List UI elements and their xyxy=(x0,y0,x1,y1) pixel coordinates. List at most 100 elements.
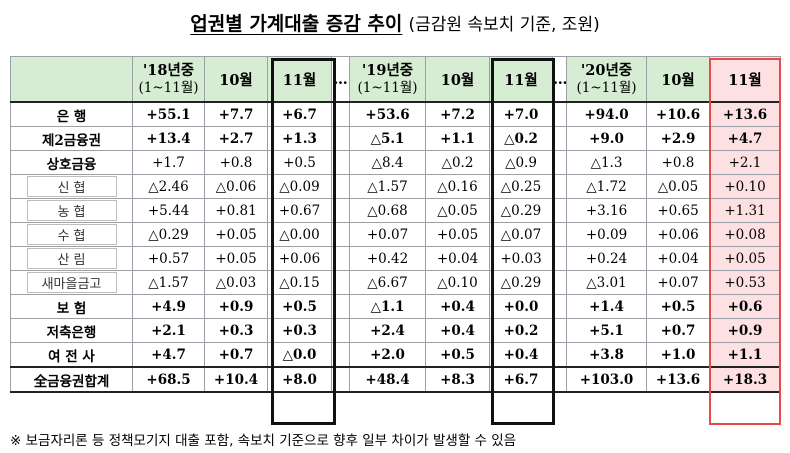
value-cell: +0.3 xyxy=(267,318,332,343)
value-cell: △0.29 xyxy=(132,222,205,247)
gap-cell xyxy=(331,270,350,295)
header-2020-year: '20년중 xyxy=(580,61,633,79)
value-cell: +48.4 xyxy=(349,366,426,393)
gap-cell xyxy=(331,246,350,271)
header-2019-oct: 10월 xyxy=(425,56,490,103)
value-cell: +0.07 xyxy=(646,270,710,295)
gap-cell xyxy=(552,246,567,271)
value-cell: +0.5 xyxy=(425,342,490,368)
header-gap-2: … xyxy=(552,56,567,103)
value-cell: +0.06 xyxy=(646,222,710,247)
value-cell: △0.05 xyxy=(425,198,490,223)
gap-cell xyxy=(331,294,350,319)
gap-cell xyxy=(552,101,567,127)
footnote: ※ 보금자리론 등 정책모기지 대출 포함, 속보치 기준으로 향후 일부 차이… xyxy=(10,433,517,449)
row-label: 농 협 xyxy=(10,198,133,223)
row-label: 상호금융 xyxy=(10,150,133,175)
value-cell: △0.16 xyxy=(425,174,490,199)
value-cell: +0.06 xyxy=(267,246,332,271)
header-2018-ytd: '18년중 (1~11월) xyxy=(132,56,205,103)
value-cell: △1.1 xyxy=(349,294,426,319)
value-cell: +4.7 xyxy=(132,342,205,368)
table-row: 농 협 +5.44 +0.81 +0.67 △0.68 △0.05 △0.29 +3.16 +0… xyxy=(10,198,781,223)
value-cell: +4.9 xyxy=(132,294,205,319)
value-cell: +3.8 xyxy=(566,342,647,368)
header-2018-year: '18년중 xyxy=(142,61,195,79)
value-cell: △0.2 xyxy=(489,126,553,151)
value-cell: +0.0 xyxy=(489,294,553,319)
value-cell: +13.6 xyxy=(709,101,781,127)
value-cell: +2.4 xyxy=(349,318,426,343)
value-cell: +2.9 xyxy=(646,126,710,151)
row-label: 신 협 xyxy=(10,174,133,199)
value-cell: △1.57 xyxy=(132,270,205,295)
table-row: 全금융권합계 +68.5 +10.4 +8.0 +48.4 +8.3 +6.7 +103.0 +… xyxy=(10,366,781,393)
gap-cell xyxy=(331,222,350,247)
value-cell: △8.4 xyxy=(349,150,426,175)
row-label: 여 전 사 xyxy=(10,342,133,368)
header-gap-1: … xyxy=(331,56,350,103)
value-cell: △1.72 xyxy=(566,174,647,199)
page-title: 업권별 가계대출 증감 추이 (금감원 속보치 기준, 조원) xyxy=(0,9,790,36)
table-row: 수 협 △0.29 +0.05 △0.00 +0.07 +0.05 △0.07 +0.09 +0… xyxy=(10,222,781,247)
value-cell: +0.7 xyxy=(646,318,710,343)
value-cell: +1.1 xyxy=(709,342,781,368)
value-cell: +0.57 xyxy=(132,246,205,271)
value-cell: +0.8 xyxy=(646,150,710,175)
value-cell: +0.5 xyxy=(267,294,332,319)
header-corner xyxy=(10,56,133,103)
header-2020-oct: 10월 xyxy=(646,56,710,103)
gap-cell xyxy=(331,198,350,223)
value-cell: △0.25 xyxy=(489,174,553,199)
value-cell: +8.3 xyxy=(425,366,490,393)
value-cell: +53.6 xyxy=(349,101,426,127)
table-row: 새마을금고 △1.57 △0.03 △0.15 △6.67 △0.10 △0.29 △3.01… xyxy=(10,270,781,295)
header-2018-oct: 10월 xyxy=(204,56,268,103)
value-cell: +7.2 xyxy=(425,101,490,127)
value-cell: △0.29 xyxy=(489,198,553,223)
value-cell: △0.05 xyxy=(646,174,710,199)
value-cell: +0.2 xyxy=(489,318,553,343)
value-cell: △0.0 xyxy=(267,342,332,368)
row-label-text: 산 림 xyxy=(26,248,117,269)
gap-cell xyxy=(552,198,567,223)
value-cell: +1.1 xyxy=(425,126,490,151)
title-main: 업권별 가계대출 증감 추이 xyxy=(190,13,403,35)
gap-cell xyxy=(552,126,567,151)
gap-cell xyxy=(331,174,350,199)
value-cell: △6.67 xyxy=(349,270,426,295)
value-cell: +0.9 xyxy=(709,318,781,343)
value-cell: +0.42 xyxy=(349,246,426,271)
value-cell: +13.4 xyxy=(132,126,205,151)
header-2018-range: (1~11월) xyxy=(138,79,199,96)
gap-cell xyxy=(552,222,567,247)
value-cell: +0.4 xyxy=(425,318,490,343)
value-cell: +1.31 xyxy=(709,198,781,223)
value-cell: +0.03 xyxy=(489,246,553,271)
value-cell: +4.7 xyxy=(709,126,781,151)
value-cell: +103.0 xyxy=(566,366,647,393)
row-label-text: 수 협 xyxy=(26,224,117,245)
value-cell: +8.0 xyxy=(267,366,332,393)
value-cell: +0.07 xyxy=(349,222,426,247)
table-row: 신 협 △2.46 △0.06 △0.09 △1.57 △0.16 △0.25 △1.72 △0… xyxy=(10,174,781,199)
gap-cell xyxy=(331,342,350,368)
value-cell: +2.1 xyxy=(709,150,781,175)
row-label: 제2금융권 xyxy=(10,126,133,151)
header-2019-range: (1~11월) xyxy=(357,79,418,96)
value-cell: +0.04 xyxy=(425,246,490,271)
value-cell: +2.1 xyxy=(132,318,205,343)
value-cell: △0.2 xyxy=(425,150,490,175)
value-cell: △0.29 xyxy=(489,270,553,295)
value-cell: +0.05 xyxy=(709,246,781,271)
value-cell: △0.07 xyxy=(489,222,553,247)
value-cell: +0.81 xyxy=(204,198,268,223)
row-label: 全금융권합계 xyxy=(10,366,133,393)
value-cell: +0.65 xyxy=(646,198,710,223)
table-body: 은 행 +55.1 +7.7 +6.7 +53.6 +7.2 +7.0 +94.0 +10.6 +… xyxy=(10,101,781,393)
gap-cell xyxy=(331,126,350,151)
table-row: 보 험 +4.9 +0.9 +0.5 △1.1 +0.4 +0.0 +1.4 +0.5 +0.6 xyxy=(10,294,781,319)
value-cell: △0.09 xyxy=(267,174,332,199)
header-2019-year: '19년중 xyxy=(361,61,414,79)
row-label-text: 농 협 xyxy=(26,200,117,221)
